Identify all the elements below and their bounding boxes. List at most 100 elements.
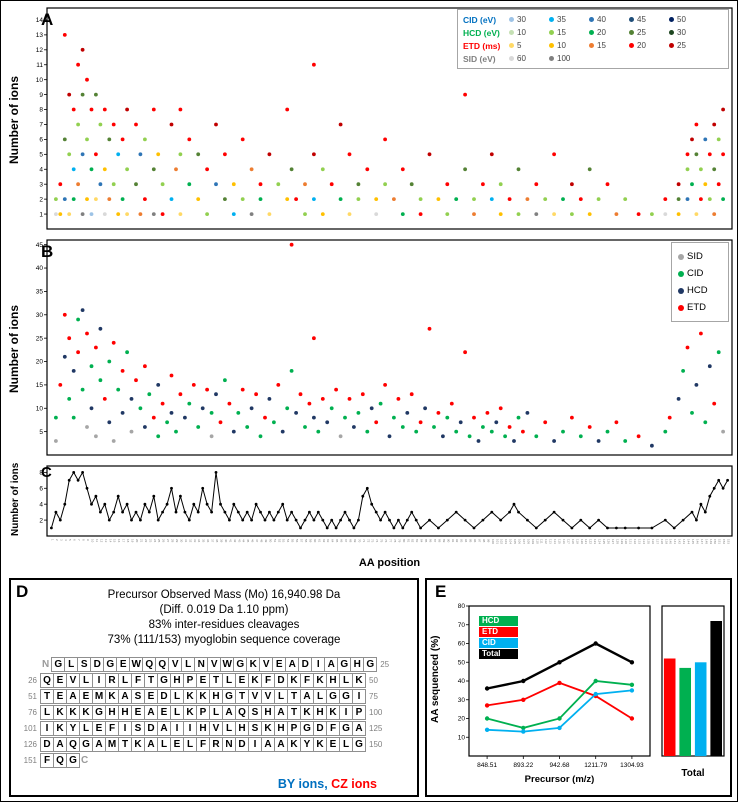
residue-cell: G xyxy=(326,688,340,704)
residue-number-left: 76 xyxy=(28,707,37,717)
svg-text:40: 40 xyxy=(36,265,44,272)
residue-cell: H xyxy=(170,672,184,688)
residue-cell: W xyxy=(129,656,144,672)
sequence-row: 101 I K Y L E F I S D A I I H V L H S K H P G D F G A 125 xyxy=(15,720,417,736)
residue-cell: L xyxy=(274,688,288,704)
svg-text:70: 70 xyxy=(357,539,361,543)
residue-cell: H xyxy=(261,704,275,720)
svg-text:121: 121 xyxy=(584,539,588,544)
svg-text:22: 22 xyxy=(144,539,148,543)
residue-number-right: 75 xyxy=(369,691,378,701)
residue-cell: G xyxy=(337,656,352,672)
svg-text:105: 105 xyxy=(513,539,517,544)
panel-e-line-chart: 10 20 30 40 50 60 70 80 848.51 893.22 942.68 1211.7… xyxy=(458,603,651,785)
svg-text:2: 2 xyxy=(55,539,59,541)
panel-d: D Precursor Observed Mass (Mo) 16,940.98… xyxy=(9,578,419,797)
panel-c: 2 4 6 8 1 2 3 4 5 6 7 8 9 10 11 12 13 14 15 16 17 18 19 20 21 22 2… xyxy=(5,462,735,574)
residue-cell: E xyxy=(272,656,287,672)
legend-dot-icon xyxy=(509,30,514,35)
svg-text:71: 71 xyxy=(362,539,366,543)
legend-dot-icon xyxy=(509,43,514,48)
residue-cell: D xyxy=(298,656,313,672)
residue-cell: R xyxy=(105,672,119,688)
residue-cell: K xyxy=(183,688,197,704)
svg-text:72: 72 xyxy=(366,539,370,543)
panel-b: 5 10 15 20 25 30 35 40 45 B SID CID HCD ETD xyxy=(5,236,735,460)
svg-text:104: 104 xyxy=(509,539,513,544)
svg-text:39: 39 xyxy=(220,539,224,543)
panel-c-ylabel: Number of ions xyxy=(10,462,21,536)
residue-cell: A xyxy=(352,720,366,736)
svg-text:117: 117 xyxy=(566,539,570,544)
residue-cell: L xyxy=(222,672,236,688)
residue-cell: L xyxy=(170,688,184,704)
svg-text:80: 80 xyxy=(458,603,466,610)
svg-text:106: 106 xyxy=(518,539,522,544)
residue-number-right: 25 xyxy=(380,659,390,669)
svg-text:3: 3 xyxy=(39,181,43,188)
residue-cell: S xyxy=(131,720,145,736)
residue-cell: Q xyxy=(142,656,157,672)
legend-dot-icon xyxy=(589,30,594,35)
svg-text:144: 144 xyxy=(687,539,691,544)
legend-row: SID (eV) 60 100 xyxy=(463,52,723,65)
legend-swatch-hcd: HCD xyxy=(479,616,518,626)
residue-cell: E xyxy=(326,736,340,752)
svg-text:149: 149 xyxy=(709,539,713,544)
panel-b-label: B xyxy=(41,242,54,261)
legend-item-value: 50 xyxy=(677,15,686,24)
residue-cell: K xyxy=(105,688,119,704)
legend-item-value: 35 xyxy=(557,15,566,24)
legend-item-value: 20 xyxy=(597,28,606,37)
legend-row: CID (eV) 30 35 40 45 50 xyxy=(463,13,723,26)
panel-b-ylabel: Number of ions xyxy=(7,304,21,393)
svg-text:88: 88 xyxy=(437,539,441,543)
residue-cell: F xyxy=(261,672,275,688)
residue-cell: G xyxy=(222,688,236,704)
residue-cell: K xyxy=(287,672,301,688)
svg-text:52: 52 xyxy=(277,539,281,543)
svg-text:50: 50 xyxy=(268,539,272,543)
svg-text:108: 108 xyxy=(526,539,530,544)
residue-cell: G xyxy=(352,736,366,752)
svg-text:131: 131 xyxy=(629,539,633,544)
svg-text:91: 91 xyxy=(451,539,455,543)
svg-text:145: 145 xyxy=(691,539,695,544)
residue-cell: E xyxy=(157,704,171,720)
svg-text:2: 2 xyxy=(39,196,43,203)
svg-text:66: 66 xyxy=(340,539,344,543)
svg-text:93: 93 xyxy=(460,539,464,543)
residue-cell: L xyxy=(170,704,184,720)
svg-text:86: 86 xyxy=(429,539,433,543)
svg-text:151: 151 xyxy=(718,539,722,544)
svg-text:135: 135 xyxy=(647,539,651,544)
svg-text:80: 80 xyxy=(402,539,406,543)
residue-cell: F xyxy=(196,736,210,752)
residue-number-left: 151 xyxy=(23,755,37,765)
residue-cell: L xyxy=(79,672,93,688)
legend-dot-icon xyxy=(669,17,674,22)
svg-text:100: 100 xyxy=(491,539,495,544)
residue-cell: N xyxy=(222,736,236,752)
svg-text:62: 62 xyxy=(322,539,326,543)
legend-series-name: CID (eV) xyxy=(463,14,497,25)
legend-series-name: HCD (eV) xyxy=(463,27,500,38)
svg-text:53: 53 xyxy=(282,539,286,543)
svg-text:11: 11 xyxy=(36,62,43,69)
legend-item-value: 25 xyxy=(677,41,686,50)
residue-cell: I xyxy=(118,720,132,736)
legend-dot-icon xyxy=(549,43,554,48)
legend-item: 45 xyxy=(629,15,669,24)
svg-text:116: 116 xyxy=(562,539,566,544)
legend-item: 25 xyxy=(669,41,709,50)
svg-text:30: 30 xyxy=(458,697,466,704)
svg-text:8: 8 xyxy=(39,470,43,477)
svg-text:25: 25 xyxy=(157,539,161,543)
svg-text:103: 103 xyxy=(504,539,508,544)
svg-text:95: 95 xyxy=(469,539,473,543)
svg-text:7: 7 xyxy=(77,539,81,541)
legend-item-value: 25 xyxy=(637,28,646,37)
residue-cell: F xyxy=(326,720,340,736)
residue-cell: P xyxy=(183,672,197,688)
